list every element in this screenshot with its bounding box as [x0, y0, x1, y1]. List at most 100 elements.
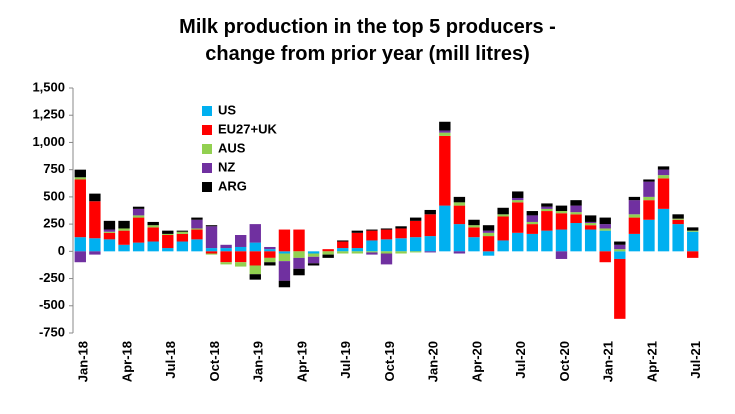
bar-segment — [555, 229, 568, 252]
bar-segment — [191, 228, 203, 230]
bar-segment — [74, 237, 86, 252]
bar-segment — [584, 229, 597, 252]
bar-segment — [584, 215, 597, 222]
bar-segment — [118, 220, 130, 229]
bar-segment — [74, 177, 86, 180]
bar-segment — [74, 251, 86, 263]
bar-segment — [541, 230, 553, 252]
bar-segment — [191, 239, 203, 252]
bar-segment — [234, 251, 247, 263]
bar-segment — [599, 217, 611, 225]
legend-label: ARG — [218, 178, 247, 193]
bar-segment — [366, 229, 378, 231]
legend-swatch — [202, 182, 212, 192]
bar-segment — [249, 242, 261, 252]
bar-segment — [628, 233, 641, 252]
y-tick-label: -750 — [39, 324, 65, 339]
bar-segment — [220, 248, 232, 252]
bar-segment — [424, 209, 436, 215]
bar-segment — [395, 238, 407, 252]
legend-label: US — [218, 102, 236, 117]
bar-segment — [643, 179, 655, 182]
bar-segment — [118, 244, 130, 252]
bar-segment — [249, 274, 261, 280]
bar-segment — [672, 224, 684, 252]
bar-segment — [555, 251, 568, 259]
bar-segment — [176, 231, 189, 234]
bar-segment — [599, 224, 611, 229]
bar-segment — [322, 254, 334, 258]
bar-segment — [439, 130, 451, 133]
bar-segment — [351, 232, 364, 249]
bar-segment — [118, 228, 130, 231]
bar-segment — [191, 217, 203, 220]
bar-segment — [424, 236, 436, 252]
bar-segment — [132, 206, 145, 209]
y-tick-label: 0 — [58, 243, 65, 258]
bar-segment — [234, 235, 247, 247]
bar-segment — [337, 241, 349, 249]
bar-segment — [570, 205, 582, 213]
y-tick-label: 250 — [43, 216, 65, 231]
bar-segment — [614, 241, 626, 245]
bar-segment — [293, 229, 305, 252]
bar-segment — [482, 236, 495, 252]
bar-segment — [584, 221, 597, 224]
bar-segment — [409, 220, 422, 238]
bar-segment — [162, 235, 174, 249]
bar-segment — [541, 208, 553, 212]
x-tick-label: Jul-21 — [688, 341, 703, 379]
bar-segment — [264, 249, 276, 252]
bar-segment — [541, 203, 553, 207]
bar-segment — [307, 253, 320, 257]
bar-segment — [453, 202, 466, 206]
y-tick-label: 750 — [43, 161, 65, 176]
bar-segment — [395, 226, 407, 229]
bar-segment — [512, 202, 524, 233]
bar-segment — [687, 231, 699, 252]
bar-segment — [366, 251, 378, 253]
bar-segment — [614, 251, 626, 259]
bar-segment — [366, 252, 378, 255]
bar-segment — [176, 233, 189, 242]
bar-segment — [570, 200, 582, 206]
bar-segment — [541, 211, 553, 231]
x-tick-label: Jan-19 — [251, 341, 266, 382]
bar-segment — [132, 215, 145, 218]
bar-segment — [526, 211, 539, 216]
bar-segment — [278, 253, 291, 262]
bar-segment — [103, 220, 116, 230]
y-tick-label: -250 — [39, 270, 65, 285]
bar-segment — [439, 121, 451, 131]
x-tick-label: Oct-18 — [207, 341, 222, 381]
bar-segment — [132, 217, 145, 243]
bar-segment — [628, 196, 641, 201]
bar-segment — [337, 248, 349, 252]
bar-segment — [205, 225, 218, 227]
x-tick-label: Apr-20 — [469, 341, 484, 382]
bar-segment — [555, 213, 568, 230]
chart-title: Milk production in the top 5 producers -… — [179, 16, 556, 65]
bar-segment — [176, 230, 189, 232]
bar-segment — [482, 232, 495, 237]
bar-segment — [512, 232, 524, 252]
bar-segment — [337, 240, 349, 242]
bar-segment — [526, 215, 539, 222]
bar-segment — [278, 251, 291, 254]
bar-segment — [380, 253, 393, 265]
bar-segment — [351, 251, 364, 254]
bar-segment — [132, 242, 145, 252]
bar-segment — [307, 256, 320, 264]
bar-segment — [468, 227, 480, 238]
bar-segment — [614, 249, 626, 252]
bar-segment — [162, 233, 174, 235]
bar-segment — [205, 248, 218, 252]
bar-segment — [395, 228, 407, 239]
x-tick-label: Jan-20 — [426, 341, 441, 382]
bar-segment — [220, 251, 232, 263]
bar-segment — [526, 221, 539, 225]
bar-segment — [264, 257, 276, 263]
bar-segment — [380, 251, 393, 254]
bar-segment — [599, 228, 611, 231]
x-tick-label: Jul-20 — [513, 341, 528, 379]
